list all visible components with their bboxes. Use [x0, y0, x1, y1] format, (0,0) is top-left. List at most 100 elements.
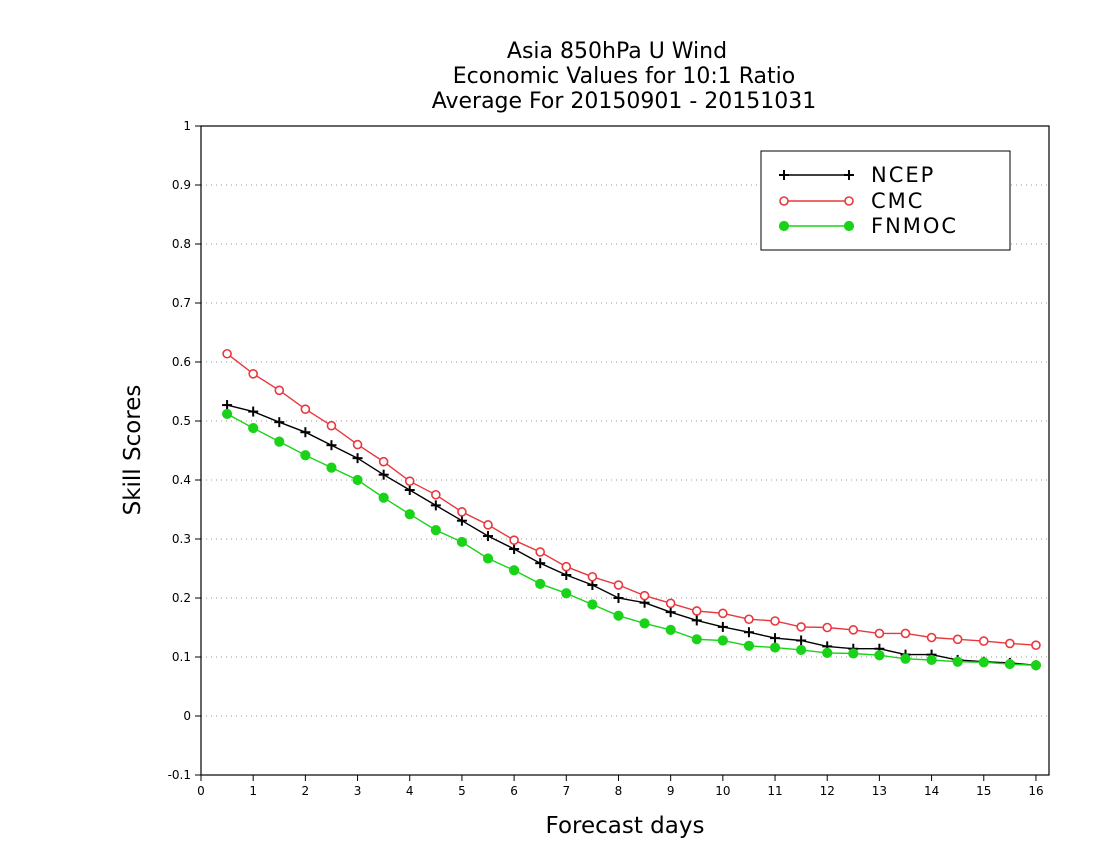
data-point-fnmoc — [665, 624, 676, 635]
data-point-cmc — [561, 561, 572, 572]
chart-title-line-3: Average For 20150901 - 20151031 — [432, 89, 817, 114]
x-tick-label: 6 — [510, 784, 518, 798]
data-point-ncep — [770, 633, 781, 644]
data-point-cmc — [613, 580, 624, 590]
data-point-cmc — [744, 614, 754, 625]
data-point-fnmoc — [900, 653, 911, 664]
x-tick-label: 11 — [767, 784, 782, 798]
data-point-ncep — [796, 635, 807, 646]
data-point-cmc — [274, 385, 285, 396]
data-point-fnmoc — [509, 565, 520, 576]
data-point-ncep — [691, 615, 702, 626]
series-group — [221, 348, 1042, 671]
legend-item-ncep: NCEP — [779, 163, 933, 187]
y-tick-label: 0.8 — [172, 237, 191, 251]
data-point-fnmoc — [848, 648, 859, 659]
data-point-cmc — [848, 625, 859, 635]
data-point-cmc — [431, 489, 441, 500]
x-tick-label: 9 — [667, 784, 675, 798]
data-point-fnmoc — [978, 657, 989, 668]
data-point-ncep — [717, 621, 728, 632]
data-point-cmc — [770, 616, 780, 626]
data-point-fnmoc — [769, 642, 781, 653]
data-point-ncep — [300, 427, 311, 438]
data-point-ncep — [535, 558, 546, 569]
data-point-fnmoc — [300, 450, 311, 461]
data-point-cmc — [509, 535, 519, 545]
data-point-cmc — [404, 476, 415, 486]
legend-marker-end — [844, 196, 854, 206]
data-point-cmc — [718, 608, 728, 619]
data-point-cmc — [691, 606, 702, 616]
data-point-fnmoc — [535, 578, 546, 589]
legend-marker-end — [844, 170, 854, 180]
data-point-ncep — [483, 531, 494, 542]
chart-title: Asia 850hPa U Wind Economic Values for 1… — [432, 39, 817, 114]
x-tick-label: 3 — [354, 784, 362, 798]
data-point-cmc — [874, 628, 885, 639]
x-tick-label: 1 — [249, 784, 257, 798]
data-point-cmc — [222, 348, 232, 359]
data-point-cmc — [926, 632, 937, 643]
data-point-ncep — [274, 417, 285, 428]
y-tick-label: 0 — [183, 709, 191, 723]
data-point-fnmoc — [926, 654, 937, 666]
x-axis-ticks: 0 1 2 3 4 5 6 7 8 9 10 11 12 13 14 15 16 — [197, 775, 1044, 798]
data-point-cmc — [822, 622, 833, 633]
data-point-ncep — [378, 469, 389, 480]
data-point-fnmoc — [952, 656, 963, 667]
y-axis-label: Skill Scores — [120, 385, 146, 516]
data-point-fnmoc — [613, 610, 624, 621]
data-point-cmc — [900, 628, 911, 639]
y-tick-label: 0.2 — [172, 591, 191, 605]
x-tick-label: 8 — [615, 784, 623, 798]
data-point-ncep — [587, 580, 598, 591]
data-point-fnmoc — [561, 588, 572, 599]
data-point-ncep — [509, 544, 520, 555]
data-point-fnmoc — [404, 509, 415, 520]
data-point-ncep — [222, 400, 233, 411]
data-point-cmc — [952, 634, 963, 645]
data-point-cmc — [796, 622, 806, 632]
legend-item-cmc: CMC — [779, 189, 922, 213]
x-tick-label: 2 — [302, 784, 310, 798]
legend-marker-end — [843, 220, 855, 232]
series-line-fnmoc — [226, 413, 1037, 666]
x-tick-label: 12 — [820, 784, 835, 798]
data-point-fnmoc — [352, 474, 363, 486]
data-point-cmc — [639, 590, 650, 601]
data-point-ncep — [430, 500, 441, 511]
data-point-cmc — [378, 456, 389, 467]
data-point-cmc — [665, 598, 676, 609]
x-axis-label: Forecast days — [546, 813, 705, 839]
chart-title-line-1: Asia 850hPa U Wind — [507, 39, 727, 64]
data-point-cmc — [483, 520, 493, 530]
x-tick-label: 10 — [715, 784, 730, 798]
data-point-fnmoc — [378, 492, 389, 503]
x-tick-label: 0 — [197, 784, 205, 798]
x-tick-label: 15 — [976, 784, 991, 798]
y-axis-ticks: -0.1 0 0.1 0.2 0.3 0.4 0.5 0.6 0.7 0.8 0.9 1 — [168, 119, 201, 782]
data-point-fnmoc — [874, 650, 885, 661]
data-point-ncep — [456, 515, 467, 526]
data-point-cmc — [352, 439, 363, 450]
data-point-fnmoc — [639, 618, 650, 629]
x-tick-label: 4 — [406, 784, 414, 798]
data-point-cmc — [248, 368, 258, 379]
x-tick-label: 14 — [924, 784, 939, 798]
data-point-fnmoc — [1004, 658, 1015, 670]
data-point-fnmoc — [1030, 660, 1042, 671]
data-point-fnmoc — [248, 422, 259, 434]
x-tick-label: 13 — [872, 784, 887, 798]
data-point-fnmoc — [796, 644, 807, 656]
data-point-fnmoc — [430, 525, 441, 536]
series-line-ncep — [226, 404, 1037, 666]
data-point-fnmoc — [274, 436, 285, 447]
data-point-ncep — [326, 440, 337, 451]
data-point-cmc — [457, 507, 467, 517]
x-tick-label: 16 — [1028, 784, 1043, 798]
data-point-ncep — [404, 485, 415, 496]
